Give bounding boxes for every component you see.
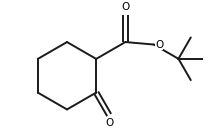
Text: O: O: [121, 2, 129, 12]
Text: O: O: [155, 40, 163, 50]
Text: O: O: [105, 118, 113, 128]
